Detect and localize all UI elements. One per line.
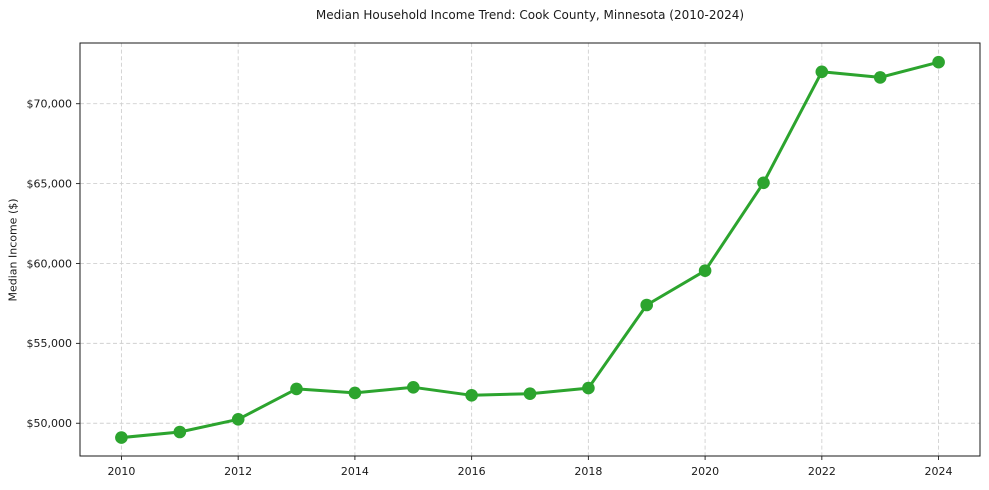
data-point-2014 (348, 386, 362, 400)
data-point-2010 (115, 431, 128, 444)
x-tick-label: 2018 (574, 465, 602, 478)
y-tick-label: $60,000 (27, 257, 73, 270)
plot-border (79, 42, 981, 457)
data-point-2018 (582, 381, 595, 395)
y-tick-label: $50,000 (27, 417, 73, 430)
data-point-2021 (757, 176, 770, 190)
x-tick-label: 2010 (107, 465, 135, 478)
chart-title: Median Household Income Trend: Cook Coun… (315, 8, 745, 22)
data-point-2019 (640, 298, 653, 312)
data-point-2024 (932, 55, 945, 69)
x-tick-label: 2016 (458, 465, 486, 478)
y-tick-label: $55,000 (27, 337, 73, 350)
x-tick-label: 2020 (691, 465, 719, 478)
data-point-2020 (698, 264, 712, 278)
data-point-2022 (815, 65, 829, 79)
x-tick-label: 2014 (341, 465, 369, 478)
data-point-2015 (407, 381, 420, 394)
x-tick-label: 2024 (925, 465, 953, 478)
data-point-2017 (523, 387, 537, 401)
data-point-2012 (231, 413, 245, 426)
trend-line (119, 60, 941, 440)
x-tick-label: 2012 (224, 465, 252, 478)
y-tick-label: $70,000 (27, 98, 73, 111)
data-point-2013 (290, 382, 303, 396)
data-point-2023 (873, 71, 887, 84)
x-tick-label: 2022 (808, 465, 836, 478)
data-point-2016 (465, 389, 478, 402)
y-tick-label: $65,000 (27, 177, 73, 190)
data-point-2011 (173, 425, 187, 439)
